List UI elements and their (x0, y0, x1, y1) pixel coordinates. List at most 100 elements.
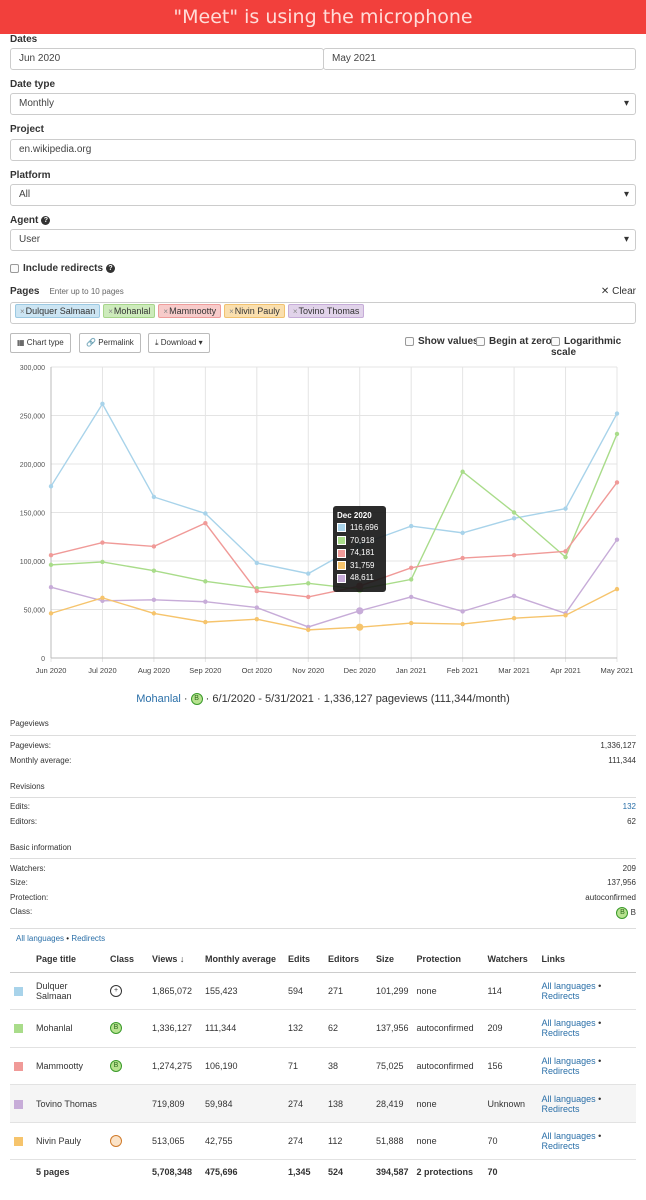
series-line (50, 539, 618, 628)
stat-class: Class: B B (10, 907, 636, 919)
page-title-link[interactable]: Mammootty (32, 1047, 106, 1086)
col-views[interactable]: Views ↓ (148, 946, 201, 973)
data-point (614, 537, 620, 542)
all-languages-link[interactable]: All languages (541, 1018, 596, 1029)
stat-editors: Editors: 62 (10, 817, 636, 826)
page-tag[interactable]: ×Dulquer Salmaan (15, 304, 101, 318)
all-languages-link[interactable]: All languages (541, 1093, 596, 1104)
tooltip-row: 74,181 (337, 547, 382, 560)
redirects-link[interactable]: Redirects (541, 1065, 580, 1076)
redirects-link[interactable]: Redirects (541, 1028, 580, 1039)
page-tag[interactable]: ×Mohanlal (103, 304, 156, 318)
pages-table: Page title Class Views ↓ Monthly average… (10, 946, 636, 1184)
download-icon: ⤓ (155, 338, 159, 347)
data-point (48, 584, 54, 590)
show-values-toggle[interactable]: Show values (405, 336, 479, 347)
begin-at-zero-toggle[interactable]: Begin at zero (476, 336, 552, 347)
page-title-link[interactable]: Dulquer Salmaan (32, 972, 106, 1011)
all-languages-link[interactable]: All languages (16, 934, 65, 943)
col-edits[interactable]: Edits (284, 946, 324, 973)
help-icon[interactable]: ? (106, 263, 116, 273)
col-size[interactable]: Size (372, 946, 413, 973)
download-button[interactable]: ⤓ Download ▾ (148, 333, 210, 353)
data-point (254, 588, 260, 594)
pages-input[interactable]: ×Dulquer Salmaan ×Mohanlal ×Mammootty ×Nivi… (10, 302, 636, 324)
y-tick-label: 0 (41, 656, 45, 663)
log-scale-toggle[interactable]: Logarithmic scale (551, 336, 622, 358)
basic-info-section: Basic information (10, 843, 72, 852)
color-swatch (14, 1137, 23, 1147)
start-date-input[interactable]: Jun 2020 (10, 48, 324, 70)
x-tick-label: Jun 2020 (36, 666, 67, 675)
table-row: Nivin Pauly 513,065 42,755 274 112 51,88… (10, 1122, 636, 1161)
remove-icon[interactable]: × (20, 307, 25, 316)
col-watchers[interactable]: Watchers (483, 946, 538, 973)
page-title-link[interactable]: Tovino Thomas (32, 1084, 106, 1123)
project-input[interactable]: en.wikipedia.org (10, 139, 636, 161)
x-tick-label: May 2021 (601, 666, 634, 675)
pages-label: Pages Enter up to 10 pages (10, 286, 124, 297)
end-date-input[interactable]: May 2021 (323, 48, 636, 70)
data-point (254, 617, 260, 622)
data-point (48, 484, 54, 489)
data-point (563, 554, 568, 560)
page-title-link[interactable]: Mohanlal (32, 1009, 106, 1048)
help-icon[interactable]: ? (41, 215, 51, 225)
include-redirects[interactable]: Include redirects? (10, 263, 116, 274)
show-values-checkbox[interactable] (405, 336, 414, 346)
color-swatch (14, 1099, 23, 1109)
all-languages-link[interactable]: All languages (541, 1055, 596, 1066)
project-label: Project (10, 124, 44, 135)
redirects-link[interactable]: Redirects (541, 990, 580, 1001)
class-start-icon (110, 1135, 122, 1148)
stat-watchers: Watchers: 209 (10, 864, 636, 873)
begin-at-zero-checkbox[interactable] (476, 336, 485, 346)
page-tag[interactable]: ×Tovino Thomas (287, 304, 365, 318)
summary-page-link[interactable]: Mohanlal (136, 693, 181, 705)
pages-hint: Enter up to 10 pages (49, 287, 124, 296)
data-point (614, 431, 620, 437)
data-point (408, 594, 414, 600)
class-plus-icon: + (110, 984, 122, 997)
clear-button[interactable]: ✕ Clear (600, 286, 636, 297)
remove-icon[interactable]: × (108, 307, 113, 316)
remove-icon[interactable]: × (163, 307, 169, 316)
redirects-link[interactable]: Redirects (541, 1141, 580, 1152)
include-redirects-checkbox[interactable] (10, 263, 19, 273)
all-languages-link[interactable]: All languages (541, 1131, 596, 1142)
data-point (460, 469, 465, 474)
col-page-title[interactable]: Page title (32, 946, 106, 973)
data-point (614, 586, 620, 592)
col-editors[interactable]: Editors (324, 946, 372, 973)
tooltip-row: 116,696 (337, 522, 382, 535)
permalink-button[interactable]: 🔗 Permalink (79, 333, 141, 353)
y-tick-label: 300,000 (20, 365, 45, 372)
remove-icon[interactable]: × (292, 307, 298, 316)
stat-edits: Edits: 132 (10, 802, 636, 811)
page-tag[interactable]: ×Nivin Pauly (224, 304, 285, 318)
table-header-row: Page title Class Views ↓ Monthly average… (10, 946, 636, 973)
stat-pageviews: Pageviews: 1,336,127 (10, 741, 636, 750)
all-languages-link[interactable]: All languages (541, 980, 596, 991)
mic-banner: "Meet" is using the microphone (0, 0, 646, 34)
pageviews-chart[interactable]: 0 50,000 100,000 150,000 200,000 250,000 300,0… (0, 358, 646, 678)
data-point (48, 611, 54, 616)
redirects-link[interactable]: Redirects (71, 934, 106, 943)
data-point (254, 605, 260, 610)
log-scale-checkbox[interactable] (551, 336, 560, 346)
remove-icon[interactable]: × (229, 307, 234, 316)
chart-type-button[interactable]: ▦ Chart type (10, 333, 71, 353)
platform-select[interactable]: All (10, 184, 636, 206)
col-protection[interactable]: Protection (412, 946, 484, 973)
data-point (100, 540, 105, 545)
data-point (306, 627, 311, 633)
sort-icon: ↓ (179, 953, 185, 964)
date-type-select[interactable]: Monthly (10, 93, 636, 115)
col-class[interactable]: Class (106, 946, 148, 973)
col-monthly[interactable]: Monthly average (201, 946, 284, 973)
data-point (306, 581, 311, 586)
page-title-link[interactable]: Nivin Pauly (32, 1122, 106, 1161)
agent-select[interactable]: User (10, 229, 636, 251)
page-tag[interactable]: ×Mammootty (158, 304, 222, 318)
redirects-link[interactable]: Redirects (541, 1103, 580, 1114)
